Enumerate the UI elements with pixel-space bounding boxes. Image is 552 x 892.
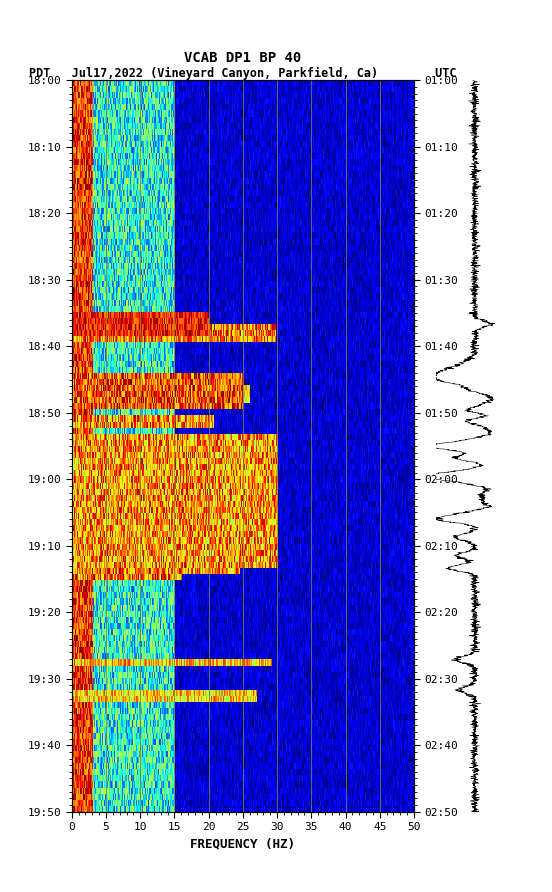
X-axis label: FREQUENCY (HZ): FREQUENCY (HZ) <box>190 838 295 851</box>
Text: VCAB DP1 BP 40: VCAB DP1 BP 40 <box>184 51 301 65</box>
Text: PDT   Jul17,2022 (Vineyard Canyon, Parkfield, Ca)        UTC: PDT Jul17,2022 (Vineyard Canyon, Parkfie… <box>29 67 457 79</box>
